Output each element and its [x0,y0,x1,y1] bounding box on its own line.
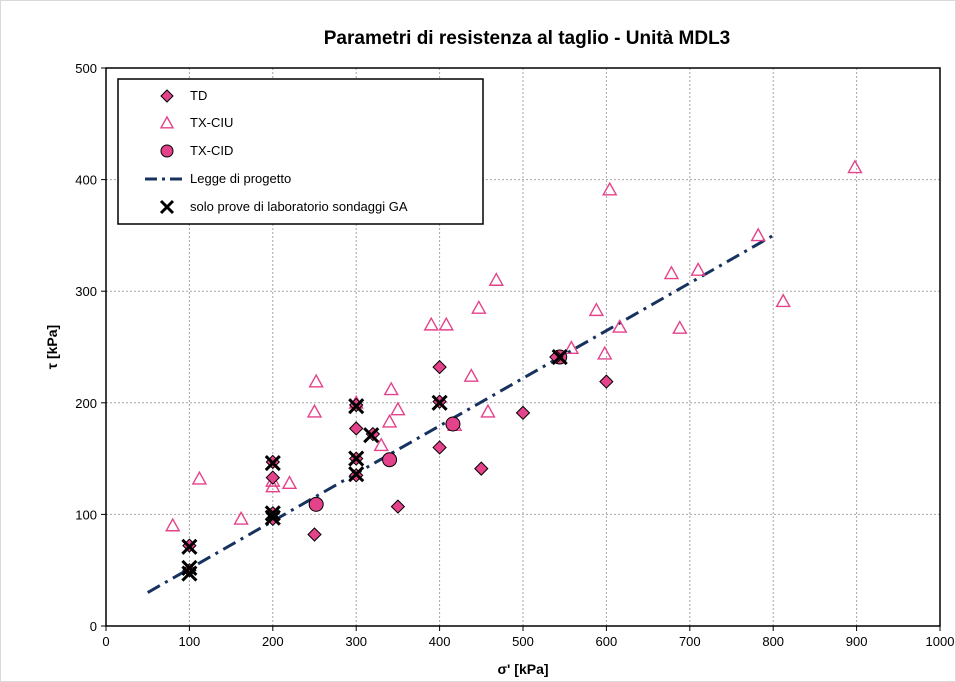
solo-prove-point [181,559,198,577]
y-tick-label: 200 [75,396,97,411]
legend-label-solo-prove: solo prove di laboratorio sondaggi GA [190,199,408,214]
tx-ciu-point [672,320,688,334]
td-point [307,527,322,542]
tx-ciu-point [281,475,298,490]
chart-title: Parametri di resistenza al taglio - Unit… [324,28,731,49]
y-tick-label: 0 [90,619,97,634]
tx-ciu-point [191,470,208,485]
x-tick-label: 100 [179,634,201,649]
tx-ciu-point [390,401,406,416]
solo-prove-point [264,505,281,522]
solo-prove-point [181,538,198,555]
tx-ciu-point [165,517,181,532]
tx-ciu-point [480,403,496,418]
solo-prove-point [181,565,198,582]
tx-ciu-point [847,159,863,174]
td-point [390,499,406,514]
tx-ciu-point [597,345,613,360]
tx-ciu-point [438,316,454,331]
tx-ciu-point [471,299,487,314]
x-tick-label: 900 [846,634,868,649]
legend-marker-tx-cid [160,144,174,158]
x-tick-label: 700 [679,634,701,649]
tx-ciu-point [750,227,766,242]
legend-label-td: TD [190,88,207,103]
legend-label-legge: Legge di progetto [190,171,291,186]
td-point [432,359,447,375]
tx-ciu-point [612,318,628,333]
legend-label-tx-cid: TX-CID [190,143,233,158]
legend-marker-td [160,89,174,103]
tx-ciu-point [308,373,324,388]
y-tick-label: 500 [75,61,97,76]
legend-box [117,78,484,225]
tx-cid-point [382,452,398,468]
x-tick-label: 500 [512,634,534,649]
legend-marker-solo-prove [159,199,175,215]
tx-cid-point [445,416,461,432]
tx-ciu-point [588,302,605,317]
solo-prove-point [348,466,365,483]
td-point [599,374,614,389]
td-point [265,470,281,485]
tx-ciu-point [383,381,399,396]
tx-ciu-point [563,340,580,355]
legend-markers [145,89,185,215]
y-axis-ticks: 0 100 200 300 400 500 [75,61,106,634]
tx-ciu-point [306,403,323,418]
x-axis-title: σ' [kPa] [497,661,548,677]
solo-prove-point [431,394,448,411]
x-tick-label: 0 [102,634,109,649]
tx-ciu-point [602,181,618,196]
x-tick-label: 600 [596,634,618,649]
solo-prove-point [348,398,365,415]
solo-prove-point [363,427,380,444]
solo-prove-point [348,450,365,467]
td-point [432,440,447,455]
legend-label-tx-ciu: TX-CIU [190,115,233,130]
tx-ciu-point [690,262,706,276]
td-point [348,421,364,436]
x-tick-label: 200 [262,634,284,649]
solo-prove-point [264,455,281,472]
design-law-line [146,234,774,594]
solo-prove-point [264,509,281,526]
td-point [474,461,489,476]
series-layer [146,159,863,594]
tx-cid-point [308,496,324,512]
x-axis-ticks: 0 100 200 300 400 500 600 700 800 900 1000 [102,626,954,649]
tx-ciu-point [233,510,249,525]
y-axis-title: τ [kPa] [44,325,60,369]
x-tick-label: 800 [762,634,784,649]
tx-ciu-point [775,293,791,308]
tx-ciu-point [423,316,439,331]
tx-ciu-point [488,272,505,286]
x-tick-label: 1000 [926,634,955,649]
legend: TD TX-CIU TX-CID Legge di progetto solo … [117,78,484,225]
tx-ciu-point [373,437,389,452]
x-tick-label: 400 [429,634,451,649]
td-point [515,405,531,421]
x-tick-label: 300 [345,634,367,649]
y-tick-label: 400 [75,173,97,188]
y-tick-label: 100 [75,507,97,522]
tx-ciu-point [663,265,680,280]
y-tick-label: 300 [75,284,97,299]
solo-prove-point [551,348,568,366]
tx-ciu-point [381,413,398,428]
legend-marker-tx-ciu [159,115,175,129]
tx-ciu-point [463,368,479,382]
